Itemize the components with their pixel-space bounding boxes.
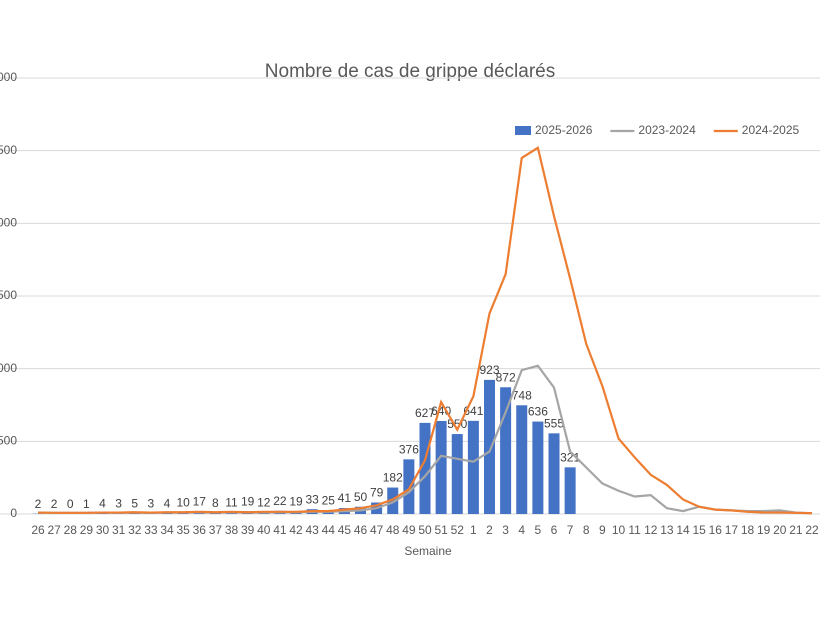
x-tick-label: 5 (535, 523, 542, 537)
y-tick-label: 2000 (0, 216, 17, 230)
x-tick-label: 9 (599, 523, 606, 537)
x-tick-label: 38 (225, 523, 239, 537)
data-label: 182 (383, 471, 403, 485)
bar (436, 421, 447, 514)
x-tick-label: 32 (128, 523, 142, 537)
data-label: 8 (212, 496, 219, 510)
data-label: 41 (338, 491, 352, 505)
legend-label: 2024-2025 (742, 123, 800, 137)
bar (500, 387, 511, 514)
x-tick-label: 16 (709, 523, 723, 537)
x-tick-label: 43 (305, 523, 319, 537)
x-tick-label: 15 (692, 523, 706, 537)
x-tick-label: 51 (434, 523, 448, 537)
bar (484, 380, 495, 514)
x-tick-label: 10 (612, 523, 626, 537)
x-tick-label: 6 (551, 523, 558, 537)
x-tick-label: 26 (31, 523, 45, 537)
y-tick-label: 3000 (0, 70, 17, 84)
x-tick-label: 13 (660, 523, 674, 537)
x-tick-label: 37 (209, 523, 223, 537)
data-label: 0 (67, 497, 74, 511)
x-tick-label: 46 (354, 523, 368, 537)
data-label: 12 (257, 495, 271, 509)
x-tick-label: 12 (644, 523, 658, 537)
x-tick-label: 39 (241, 523, 255, 537)
bar (403, 459, 414, 514)
bar (516, 405, 527, 514)
x-tick-label: 35 (176, 523, 190, 537)
legend-label: 2023-2024 (638, 123, 696, 137)
x-tick-label: 33 (144, 523, 158, 537)
bar (532, 422, 543, 514)
x-tick-label: 22 (805, 523, 819, 537)
x-tick-label: 48 (386, 523, 400, 537)
data-label: 2 (35, 497, 42, 511)
bar (468, 421, 479, 514)
chart-title: Nombre de cas de grippe déclarés (265, 61, 555, 82)
x-tick-label: 50 (418, 523, 432, 537)
x-tick-label: 49 (402, 523, 416, 537)
data-label: 2 (51, 497, 58, 511)
x-tick-label: 21 (789, 523, 803, 537)
x-axis-title: Semaine (404, 544, 452, 558)
data-label: 5 (131, 496, 138, 510)
x-tick-label: 19 (757, 523, 771, 537)
x-tick-label: 47 (370, 523, 384, 537)
x-tick-label: 1 (470, 523, 477, 537)
data-label: 1 (83, 497, 90, 511)
data-label: 376 (399, 443, 419, 457)
data-label: 50 (354, 490, 368, 504)
y-tick-label: 1000 (0, 361, 17, 375)
bar (549, 433, 560, 514)
x-tick-label: 45 (338, 523, 352, 537)
x-tick-label: 14 (676, 523, 690, 537)
data-label: 33 (305, 492, 319, 506)
x-tick-label: 42 (289, 523, 303, 537)
x-tick-label: 41 (273, 523, 287, 537)
x-tick-label: 34 (160, 523, 174, 537)
data-label: 4 (164, 497, 171, 511)
x-tick-label: 30 (96, 523, 110, 537)
data-label: 10 (176, 496, 190, 510)
data-label: 19 (241, 494, 255, 508)
data-label: 19 (289, 494, 303, 508)
x-tick-label: 2 (486, 523, 493, 537)
y-tick-label: 0 (10, 506, 17, 520)
data-label: 22 (273, 494, 287, 508)
data-label: 3 (148, 497, 155, 511)
x-tick-label: 17 (725, 523, 739, 537)
x-tick-label: 29 (80, 523, 94, 537)
x-tick-label: 31 (112, 523, 126, 537)
data-label: 17 (193, 495, 207, 509)
data-label: 4 (99, 497, 106, 511)
y-tick-label: 500 (0, 434, 17, 448)
data-label: 872 (496, 370, 516, 384)
x-tick-label: 11 (628, 523, 641, 537)
x-tick-label: 18 (741, 523, 755, 537)
data-label: 79 (370, 486, 384, 500)
x-tick-label: 3 (502, 523, 509, 537)
line (38, 148, 812, 514)
x-tick-label: 20 (773, 523, 787, 537)
x-tick-label: 52 (451, 523, 465, 537)
data-label: 11 (225, 496, 238, 510)
x-tick-label: 7 (567, 523, 574, 537)
legend-label: 2025-2026 (535, 123, 593, 137)
x-tick-label: 8 (583, 523, 590, 537)
x-tick-label: 4 (518, 523, 525, 537)
bar (565, 467, 576, 514)
legend-swatch (515, 126, 531, 135)
y-tick-label: 2500 (0, 143, 17, 157)
data-label: 25 (322, 494, 336, 508)
x-tick-label: 44 (322, 523, 336, 537)
bar (452, 434, 463, 514)
y-tick-label: 1500 (0, 288, 17, 302)
x-tick-label: 40 (257, 523, 271, 537)
x-tick-label: 27 (47, 523, 61, 537)
x-tick-label: 36 (193, 523, 207, 537)
data-label: 3 (115, 497, 122, 511)
x-tick-label: 28 (64, 523, 78, 537)
